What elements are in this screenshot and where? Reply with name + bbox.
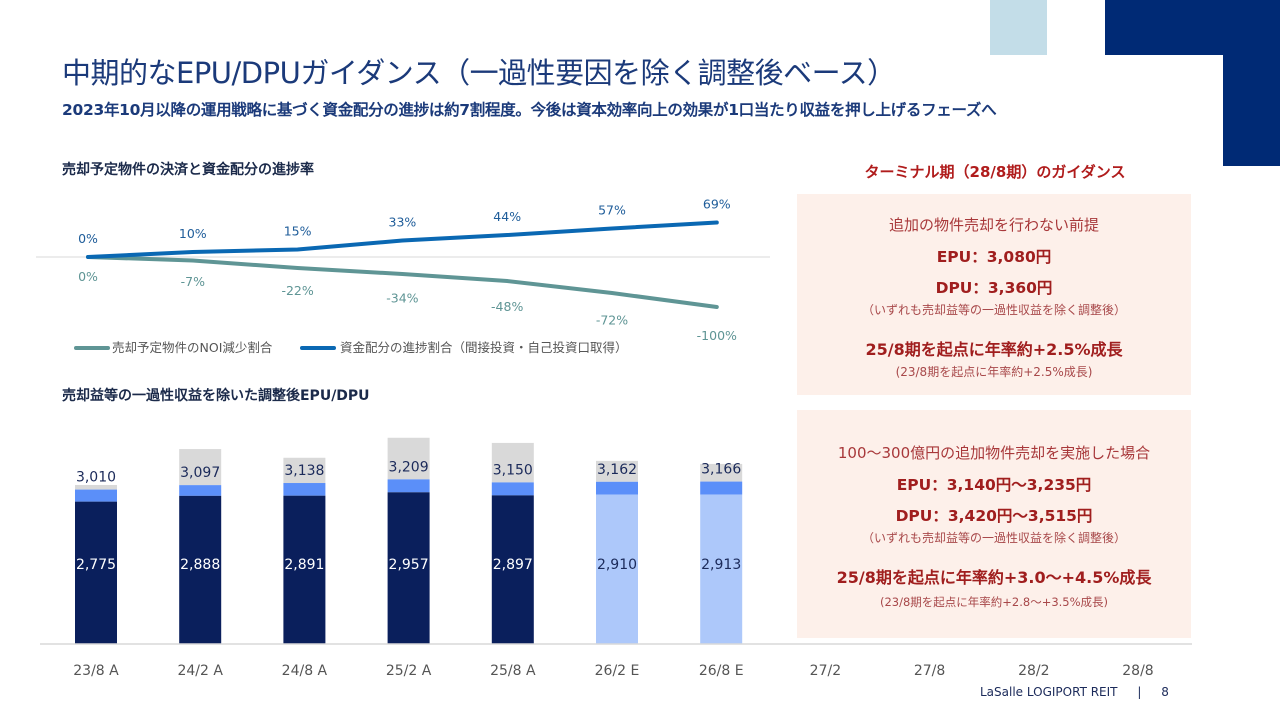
x-tick-label: 28/2 (1018, 663, 1049, 679)
data-label: -72% (596, 313, 628, 328)
x-tick-label: 28/8 (1122, 663, 1153, 679)
epu-label: 2,957 (389, 557, 429, 573)
bar-epu (700, 494, 743, 644)
data-label: -7% (181, 274, 205, 289)
epu-dpu-bar-chart: 3,010 2,775 23/8 A 3,097 2,888 24/2 A 3,138 2,8… (40, 437, 1192, 679)
data-label: 0% (78, 231, 98, 246)
dpu-label: 3,162 (597, 462, 637, 478)
epu-label: 2,891 (284, 557, 324, 573)
bar-chart-title: 売却益等の一過性収益を除いた調整後EPU/DPU (62, 388, 370, 404)
footer-brand: LaSalle LOGIPORT REIT (980, 685, 1118, 699)
series-line-noi-decrease (86, 255, 719, 309)
epu-label: 2,897 (493, 557, 533, 573)
epu-label: 2,913 (701, 557, 741, 573)
x-tick-label: 24/8 A (282, 663, 328, 679)
data-label: -100% (697, 328, 737, 343)
note: （いずれも売却益等の一過性収益を除く調整後） (861, 303, 1126, 317)
bar-one-off (75, 484, 117, 490)
x-tick-label: 27/8 (914, 663, 945, 679)
dpu-label: 3,138 (284, 463, 324, 479)
growth-note: (23/8期を起点に年率約+2.5%成長) (895, 365, 1093, 379)
bar-epu (75, 501, 117, 644)
decor-light-square (990, 0, 1047, 55)
dpu-value: DPU：3,360円 (935, 279, 1053, 297)
growth-note: (23/8期を起点に年率約+2.8～+3.5%成長) (879, 595, 1109, 609)
dpu-label: 3,166 (701, 462, 741, 478)
data-label: -48% (491, 299, 523, 314)
data-label: 57% (598, 203, 626, 218)
bar-epu (283, 495, 326, 644)
footer-separator: | (1137, 685, 1142, 699)
bar-dpu-increment (179, 485, 222, 496)
data-label: 15% (284, 224, 312, 239)
data-label: 33% (389, 215, 417, 230)
data-label: 0% (78, 269, 98, 284)
data-label: -34% (386, 291, 418, 306)
premise: 追加の物件売却を行わない前提 (888, 216, 1099, 234)
bar-epu (387, 492, 430, 644)
bar-dpu-increment (283, 483, 326, 496)
x-tick-label: 26/8 E (699, 663, 744, 679)
epu-value: EPU：3,140円～3,235円 (896, 476, 1092, 494)
data-label: 69% (703, 197, 731, 212)
legend-label-allocation-progress: 資金配分の進捗割合（間接投資・自己投資口取得） (340, 340, 628, 355)
bar-dpu-increment (596, 481, 638, 495)
bar-one-off (700, 463, 743, 482)
growth-rate: 25/8期を起点に年率約+2.5%成長 (865, 340, 1123, 359)
guidance-box-additional-sale: 100～300億円の追加物件売却を実施した場合 EPU：3,140円～3,235… (797, 410, 1191, 638)
premise: 100～300億円の追加物件売却を実施した場合 (837, 444, 1151, 462)
bar-epu (596, 494, 638, 644)
x-tick-label: 23/8 A (73, 663, 119, 679)
dpu-label: 3,010 (76, 470, 116, 486)
x-tick-label: 25/8 A (490, 663, 536, 679)
page-subtitle: 2023年10月以降の運用戦略に基づく資金配分の進捗は約7割程度。今後は資本効率… (62, 101, 997, 119)
bar-dpu-increment (387, 479, 430, 493)
x-tick-label: 24/2 A (177, 663, 223, 679)
dpu-value: DPU：3,420円～3,515円 (895, 507, 1093, 525)
guidance-title: ターミナル期（28/8期）のガイダンス (864, 163, 1126, 181)
bar-one-off (596, 460, 638, 482)
decor-navy-column (1223, 0, 1280, 166)
data-label: 10% (179, 226, 207, 241)
dpu-label: 3,150 (493, 462, 533, 478)
bar-dpu-increment (491, 482, 534, 496)
legend-label-noi-decrease: 売却予定物件のNOI減少割合 (112, 340, 273, 355)
bar-dpu-increment (75, 489, 117, 502)
page-number: 8 (1161, 685, 1169, 699)
line-chart-title: 売却予定物件の決済と資金配分の進捗率 (62, 162, 314, 178)
bar-one-off (491, 442, 534, 483)
x-tick-label: 27/2 (810, 663, 841, 679)
bar-one-off (179, 449, 222, 486)
bar-one-off (387, 437, 430, 480)
x-tick-label: 26/2 E (595, 663, 640, 679)
bar-dpu-increment (700, 481, 743, 495)
epu-label: 2,775 (76, 557, 116, 573)
epu-label: 2,910 (597, 557, 637, 573)
series-line-allocation-progress (86, 220, 719, 259)
bar-epu (491, 495, 534, 644)
data-label: -22% (281, 283, 313, 298)
guidance-box-no-sale: 追加の物件売却を行わない前提 EPU：3,080円 DPU：3,360円 （いず… (797, 194, 1191, 395)
dpu-label: 3,209 (389, 459, 429, 475)
epu-label: 2,888 (180, 557, 220, 573)
footer: LaSalle LOGIPORT REIT | 8 (980, 685, 1169, 699)
bar-epu (179, 495, 222, 644)
note: （いずれも売却益等の一過性収益を除く調整後） (861, 531, 1126, 545)
bar-one-off (283, 457, 326, 484)
epu-value: EPU：3,080円 (936, 248, 1052, 266)
dpu-label: 3,097 (180, 465, 220, 481)
growth-rate: 25/8期を起点に年率約+3.0～+4.5%成長 (836, 568, 1152, 587)
data-label: 44% (493, 209, 521, 224)
page-title: 中期的なEPU/DPUガイダンス（一過性要因を除く調整後ベース） (62, 56, 896, 90)
x-tick-label: 25/2 A (386, 663, 432, 679)
progress-line-chart: 0% -7% -22% -34% -48% -72% -100% 0% 10% 15% 33% 44%… (36, 197, 770, 355)
